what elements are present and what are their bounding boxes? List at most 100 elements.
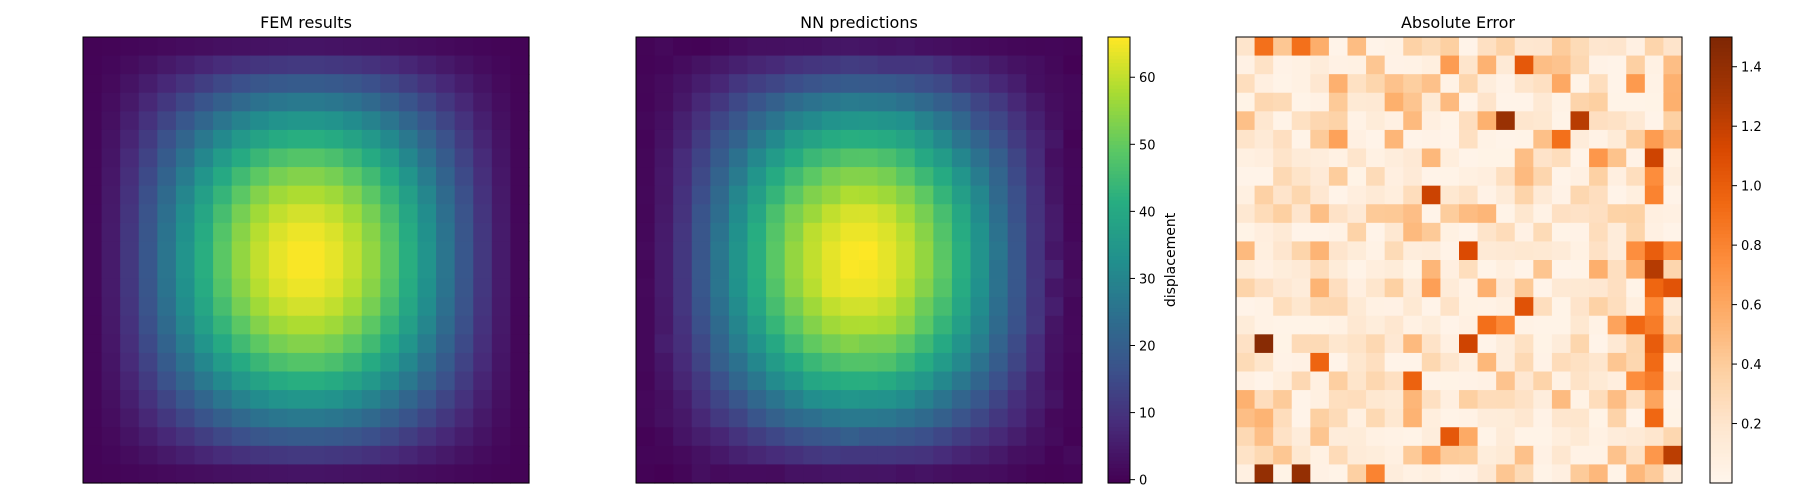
nn-cell — [933, 464, 953, 484]
colorbar-segment — [1108, 129, 1130, 135]
fem-cell — [306, 371, 326, 391]
heatmap-nn — [636, 37, 1083, 484]
nn-cell — [673, 334, 693, 354]
error-cell — [1644, 390, 1665, 410]
nn-cell — [821, 167, 842, 187]
nn-cell — [970, 167, 990, 187]
error-cell — [1440, 129, 1460, 150]
nn-cell — [636, 352, 656, 373]
fem-cell — [138, 74, 158, 94]
error-cell — [1254, 92, 1274, 112]
colorbar-segment — [1108, 155, 1130, 161]
nn-cell — [896, 315, 916, 335]
error-cell — [1236, 297, 1256, 317]
nn-cell — [1026, 445, 1046, 466]
colorbar-segment — [1108, 260, 1130, 265]
nn-cell — [821, 260, 842, 280]
nn-cell — [951, 92, 972, 112]
error-cell — [1570, 37, 1590, 57]
nn-cell — [1007, 278, 1027, 298]
fem-cell — [473, 37, 493, 57]
error-cell — [1626, 74, 1646, 94]
fem-cell — [157, 427, 177, 447]
colorbar-segment — [1710, 319, 1732, 324]
nn-cell — [784, 408, 804, 428]
error-cell — [1347, 129, 1367, 150]
error-cell — [1254, 55, 1274, 75]
fem-cell — [120, 427, 140, 447]
fem-cell — [380, 185, 400, 205]
error-cell — [1533, 352, 1553, 373]
nn-cell — [933, 260, 953, 280]
colorbar-segment — [1108, 207, 1130, 213]
nn-cell — [1026, 297, 1046, 317]
error-cell — [1607, 464, 1627, 484]
error-cell — [1421, 129, 1442, 150]
fem-cell — [436, 185, 456, 205]
nn-cell — [896, 92, 916, 112]
nn-cell — [673, 74, 693, 94]
nn-cell — [654, 445, 674, 466]
nn-cell — [673, 241, 693, 261]
nn-cell — [896, 371, 916, 391]
fem-cell — [101, 241, 121, 261]
fem-cell — [175, 55, 196, 75]
colorbar-segment — [1710, 215, 1732, 220]
colorbar-segment — [1108, 375, 1130, 380]
fem-cell — [250, 204, 270, 224]
fem-cell — [231, 334, 251, 354]
nn-cell — [914, 260, 934, 280]
fem-cell — [324, 278, 344, 298]
fem-cell — [361, 37, 381, 57]
fem-cell — [454, 37, 474, 57]
nn-cell — [747, 390, 767, 410]
nn-cell — [970, 371, 990, 391]
error-cell — [1533, 278, 1553, 298]
fem-cell — [417, 92, 437, 112]
error-cell — [1514, 129, 1534, 150]
error-cell — [1403, 371, 1423, 391]
nn-cell — [859, 260, 879, 280]
fem-cell — [398, 55, 419, 75]
fem-cell — [510, 334, 530, 354]
error-cell — [1514, 222, 1534, 243]
colorbar-segment — [1710, 66, 1732, 72]
fem-cell — [268, 185, 289, 205]
nn-cell — [1063, 111, 1083, 131]
nn-cell — [784, 74, 804, 94]
error-cell — [1551, 390, 1572, 410]
error-cell — [1514, 185, 1534, 205]
error-cell — [1384, 371, 1404, 391]
error-cell — [1570, 427, 1590, 447]
nn-cell — [728, 334, 749, 354]
nn-cell — [821, 111, 842, 131]
error-cell — [1366, 204, 1386, 224]
error-cell — [1421, 55, 1442, 75]
nn-cell — [784, 111, 804, 131]
colorbar-tick-label: 40 — [1139, 205, 1156, 220]
error-cell — [1570, 334, 1590, 354]
nn-cell — [877, 148, 897, 168]
error-cell — [1384, 148, 1404, 168]
error-cell — [1310, 297, 1330, 317]
fem-cell — [343, 315, 363, 335]
error-cell — [1328, 260, 1349, 280]
error-cell — [1459, 408, 1479, 428]
nn-cell — [747, 408, 767, 428]
nn-cell — [989, 74, 1009, 94]
nn-cell — [951, 204, 972, 224]
colorbar-segment — [1710, 107, 1732, 112]
error-cell — [1459, 371, 1479, 391]
colorbar-segment — [1710, 401, 1732, 406]
colorbar-segment — [1710, 226, 1732, 231]
nn-cell — [728, 352, 749, 373]
nn-cell — [803, 111, 823, 131]
nn-cell — [636, 241, 656, 261]
nn-cell — [933, 204, 953, 224]
fem-cell — [491, 204, 512, 224]
error-cell — [1644, 260, 1665, 280]
fem-cell — [138, 37, 158, 57]
error-cell — [1273, 408, 1293, 428]
fem-cell — [287, 111, 307, 131]
nn-cell — [1007, 241, 1027, 261]
